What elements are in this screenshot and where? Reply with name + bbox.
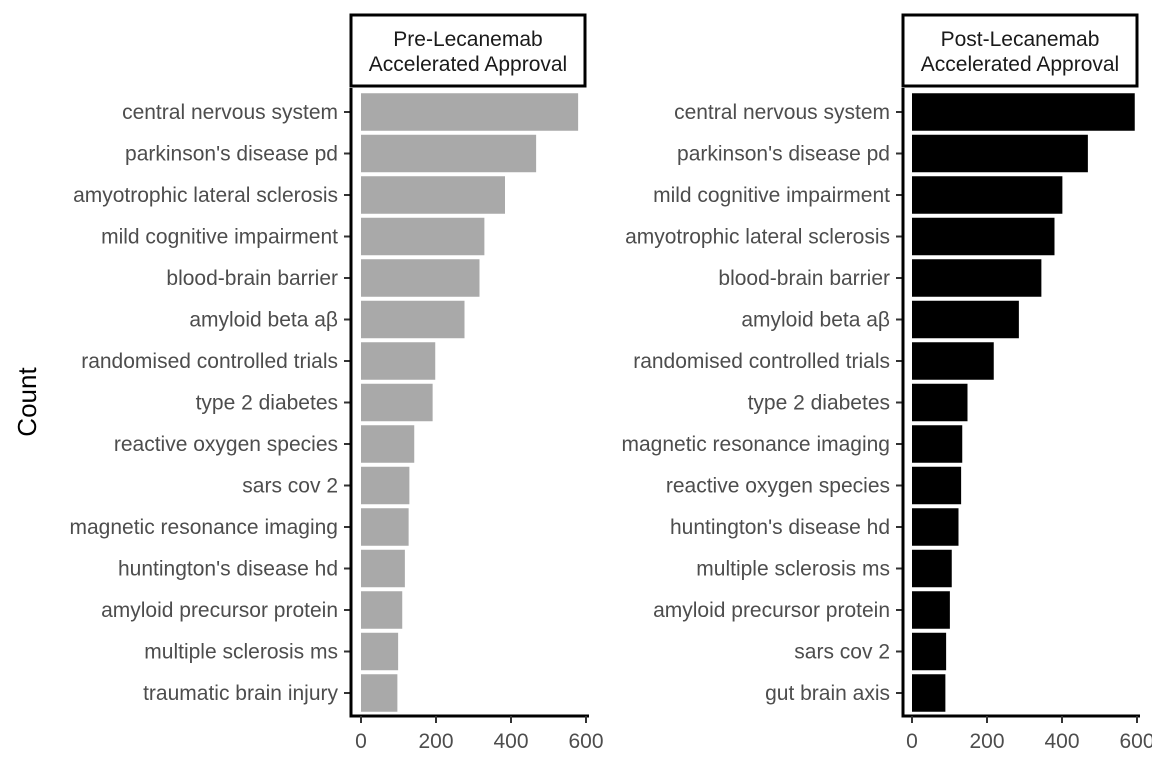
facet-title-line: Accelerated Approval <box>369 53 567 76</box>
bar <box>361 134 537 173</box>
category-label: type 2 diabetes <box>196 392 338 415</box>
category-label: amyloid precursor protein <box>653 599 890 622</box>
bar <box>912 93 1135 131</box>
x-tick-label: 400 <box>1044 730 1079 753</box>
category-label: amyotrophic lateral sclerosis <box>73 184 338 207</box>
facet-title-line: Post-Lecanemab <box>941 28 1100 51</box>
category-label: gut brain axis <box>765 682 890 705</box>
category-label: mild cognitive impairment <box>101 226 338 249</box>
bar <box>912 632 947 671</box>
bar <box>361 591 403 629</box>
category-label: sars cov 2 <box>794 641 890 664</box>
facet-title-line: Accelerated Approval <box>921 53 1119 76</box>
x-tick-label: 0 <box>355 730 367 753</box>
category-label: mild cognitive impairment <box>653 184 890 207</box>
bar <box>912 674 946 712</box>
bar <box>361 549 405 588</box>
category-label: traumatic brain injury <box>143 682 338 705</box>
bar <box>361 300 465 339</box>
facet-strip <box>901 13 1139 88</box>
bar <box>912 342 994 380</box>
category-label: central nervous system <box>122 101 338 124</box>
x-tick-label: 0 <box>906 730 918 753</box>
bar <box>361 217 485 256</box>
bar <box>361 632 399 671</box>
facet-strip <box>349 13 587 88</box>
bar <box>361 259 480 297</box>
bar <box>361 425 415 463</box>
bar <box>912 383 968 422</box>
category-label: central nervous system <box>674 101 890 124</box>
category-label: amyloid beta aβ <box>189 309 338 332</box>
bar <box>912 466 962 505</box>
facet-title-line: Pre-Lecanemab <box>393 28 542 51</box>
category-label: amyloid beta aβ <box>741 309 890 332</box>
category-label: magnetic resonance imaging <box>70 516 339 539</box>
category-label: randomised controlled trials <box>633 350 890 373</box>
bar <box>912 217 1055 256</box>
category-label: magnetic resonance imaging <box>622 433 891 456</box>
category-label: parkinson's disease pd <box>677 143 890 166</box>
x-tick-label: 400 <box>493 730 528 753</box>
x-tick-label: 600 <box>1119 730 1152 753</box>
bar <box>361 674 398 712</box>
category-label: multiple sclerosis ms <box>144 641 338 664</box>
y-axis-title: Count <box>12 367 42 437</box>
category-label: blood-brain barrier <box>718 267 890 290</box>
bar <box>912 425 963 463</box>
bar <box>361 342 436 380</box>
bar <box>912 259 1042 297</box>
bar <box>361 93 579 131</box>
x-tick-label: 200 <box>969 730 1004 753</box>
bar <box>912 300 1019 339</box>
category-label: reactive oxygen species <box>114 433 338 456</box>
category-label: reactive oxygen species <box>666 475 890 498</box>
category-label: type 2 diabetes <box>748 392 890 415</box>
category-label: parkinson's disease pd <box>125 143 338 166</box>
bar <box>361 176 505 214</box>
bar <box>912 549 952 588</box>
category-label: blood-brain barrier <box>166 267 338 290</box>
category-label: amyotrophic lateral sclerosis <box>625 226 890 249</box>
category-label: huntington's disease hd <box>670 516 890 539</box>
bar <box>912 176 1063 214</box>
bar <box>361 508 409 546</box>
bar <box>361 383 433 422</box>
x-tick-label: 200 <box>418 730 453 753</box>
category-label: randomised controlled trials <box>81 350 338 373</box>
category-label: multiple sclerosis ms <box>696 558 890 581</box>
category-label: huntington's disease hd <box>118 558 338 581</box>
bar <box>912 134 1088 173</box>
x-tick-label: 600 <box>568 730 603 753</box>
category-label: amyloid precursor protein <box>101 599 338 622</box>
bar <box>912 508 959 546</box>
bar <box>912 591 950 629</box>
category-label: sars cov 2 <box>242 475 338 498</box>
bar <box>361 466 410 505</box>
